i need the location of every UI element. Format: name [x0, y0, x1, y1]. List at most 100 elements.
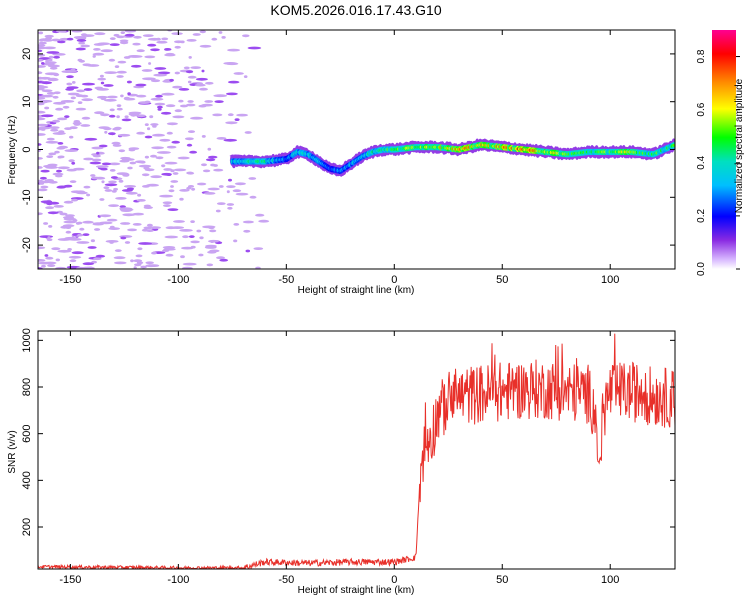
spectrogram-speck: [122, 174, 130, 177]
spectrogram-speck: [187, 75, 197, 79]
spectrogram-speck: [88, 266, 94, 269]
spectrogram-speck: [52, 95, 59, 99]
spectrogram-speck: [249, 195, 257, 199]
spectrogram-speck: [128, 111, 142, 115]
spectrogram-speck: [207, 187, 220, 191]
snr-x-ticks: -150 -100 -50 0 50 100: [59, 331, 619, 586]
spectrogram-speck: [75, 94, 84, 98]
spectrogram-speck: [145, 264, 157, 268]
spectrogram-speck: [103, 186, 110, 190]
spectrogram-speck: [78, 41, 86, 45]
spectrogram-speck: [212, 113, 223, 117]
spectrogram-speck: [114, 249, 122, 253]
spectrogram-speck: [38, 123, 48, 127]
spectrogram-speck: [78, 59, 85, 63]
spectrogram-speck: [174, 109, 182, 113]
spectrogram-speck: [76, 39, 87, 42]
spectrogram-speck: [68, 255, 82, 259]
spectrogram-speck: [133, 266, 137, 269]
spectrogram-speck: [38, 102, 45, 106]
colorbar-ticks: 0.0 0.2 0.4 0.6 0.8: [696, 49, 740, 276]
spectrogram-speck: [233, 223, 240, 226]
spectrogram-speck: [51, 38, 61, 42]
spectrogram-speck: [187, 130, 196, 134]
spectrogram-speck: [218, 31, 223, 34]
spectrogram-speck: [166, 173, 172, 177]
spectrogram-speck: [174, 45, 181, 49]
x-tick-label: 50: [496, 574, 508, 586]
spectrogram-speck: [108, 227, 121, 231]
spectrogram-speck: [198, 253, 204, 257]
spectrogram-speck: [232, 189, 242, 193]
spectrogram-speck: [64, 236, 77, 240]
spectrogram-speck: [63, 200, 74, 204]
spectrogram-speck: [194, 83, 206, 87]
spectrogram-speck: [55, 258, 60, 262]
spectrogram-speck: [99, 74, 104, 78]
spectrogram-speck: [38, 143, 42, 146]
spectrogram-speck: [47, 78, 59, 82]
spectrogram-speck: [135, 83, 147, 87]
spectrogram-speck: [234, 118, 240, 121]
colorbar-tick-label: 0.6: [696, 102, 707, 116]
spectrogram-speck: [109, 169, 116, 172]
spectrogram-speck: [216, 256, 225, 260]
spectrogram-speck: [53, 73, 60, 77]
spectrogram-speck: [58, 155, 65, 159]
spectrogram-speck: [47, 264, 56, 267]
spectrogram-speck: [71, 30, 83, 33]
spectrogram-speck: [66, 86, 79, 89]
spectrogram-speck: [93, 257, 102, 261]
spectrogram-speck: [115, 197, 127, 200]
spectrogram-speck: [147, 43, 157, 47]
y-tick-label: 400: [21, 471, 33, 489]
spectrogram-speck: [108, 180, 117, 184]
spectrogram-speck: [248, 177, 257, 180]
spectrogram-speck: [162, 246, 176, 249]
spectrogram-speck: [132, 223, 142, 226]
spectrogram-speck: [104, 98, 117, 102]
spectrogram-speck: [38, 259, 46, 262]
spectrogram-speck: [40, 81, 53, 85]
snr-y-ticks: 200 400 600 800 1000: [21, 328, 675, 536]
spectrogram-speck: [199, 44, 212, 48]
spectrogram-speck: [124, 115, 129, 119]
spectrogram-speck: [150, 154, 157, 158]
spectrogram-speck: [162, 249, 170, 253]
spectrogram-y-ticks: -20 -10 0 10 20: [21, 48, 675, 253]
spectrogram-speck: [227, 113, 234, 117]
spectrogram-speck: [186, 143, 193, 147]
spectrogram-speck: [228, 178, 232, 182]
spectrogram-speck: [61, 225, 70, 229]
spectrogram-speck: [243, 229, 251, 233]
spectrogram-speck: [165, 52, 175, 56]
spectrogram-speck: [173, 168, 187, 172]
spectrogram-speck: [38, 110, 46, 114]
spectrogram-speck: [136, 49, 145, 53]
spectrogram-speck: [233, 239, 238, 243]
spectrogram-speck: [182, 266, 193, 269]
spectrogram-speck: [165, 104, 176, 108]
spectrogram-speck: [165, 253, 174, 257]
colorbar-gradient: [712, 30, 736, 269]
spectrogram-speck: [161, 164, 166, 168]
spectrogram-speck: [104, 130, 108, 134]
spectrogram-speck: [163, 168, 173, 171]
spectrogram-speck: [100, 113, 110, 117]
x-tick-label: -50: [278, 574, 294, 586]
spectrogram-speck: [53, 205, 64, 208]
spectrogram-speck: [108, 114, 116, 118]
spectrogram-speck: [129, 161, 137, 165]
spectrogram-speck: [180, 255, 185, 259]
spectrogram-speck: [198, 104, 207, 108]
spectrogram-speck: [219, 258, 229, 262]
spectrogram-speck: [38, 44, 46, 47]
spectrogram-speck: [164, 48, 172, 51]
spectrogram-speck: [94, 228, 101, 231]
spectrogram-speck: [83, 185, 91, 189]
spectrogram-speck: [127, 228, 138, 232]
spectrogram-speck: [147, 127, 151, 131]
spectrogram-speck: [242, 34, 250, 38]
spectrogram-speck: [116, 107, 123, 111]
